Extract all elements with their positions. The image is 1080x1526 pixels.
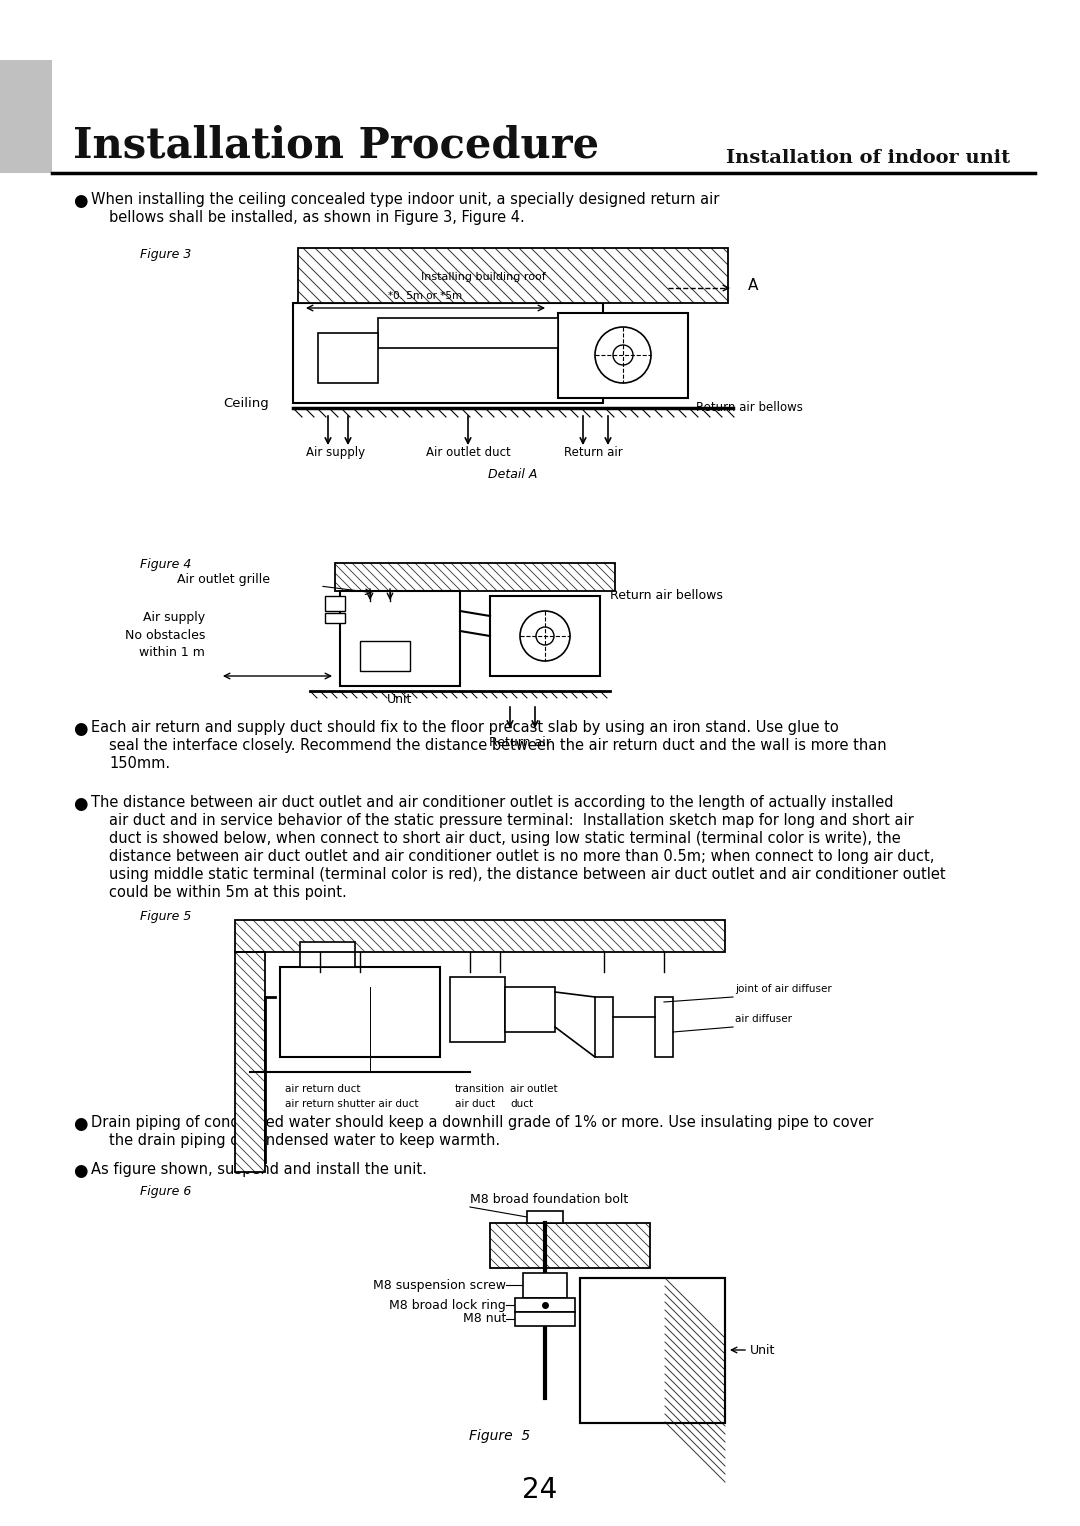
Text: transition: transition — [455, 1083, 505, 1094]
Text: duct is showed below, when connect to short air duct, using low static terminal : duct is showed below, when connect to sh… — [109, 832, 901, 845]
Bar — [335, 563, 615, 591]
Text: air outlet: air outlet — [510, 1083, 557, 1094]
Bar — [360, 641, 410, 671]
Text: duct: duct — [510, 1099, 534, 1109]
Text: Return air bellows: Return air bellows — [610, 589, 723, 601]
Text: drain piping: drain piping — [372, 1006, 438, 1015]
Text: sling dog: sling dog — [372, 989, 422, 1000]
Bar — [298, 249, 728, 304]
Text: ●: ● — [73, 1161, 87, 1180]
Text: Air outlet duct: Air outlet duct — [426, 446, 511, 459]
Bar — [490, 1222, 650, 1268]
Text: Detail A: Detail A — [488, 468, 538, 481]
Text: The distance between air duct outlet and air conditioner outlet is according to : The distance between air duct outlet and… — [91, 795, 893, 810]
Circle shape — [613, 345, 633, 365]
Text: Return air: Return air — [564, 446, 622, 459]
Text: Drain piping of condensed water should keep a downhill grade of 1% or more. Use : Drain piping of condensed water should k… — [91, 1116, 874, 1129]
Text: air duct: air duct — [455, 1099, 495, 1109]
Text: Unit: Unit — [386, 394, 410, 406]
Bar — [527, 1212, 563, 1222]
Text: Figure 3: Figure 3 — [140, 249, 191, 261]
Circle shape — [519, 610, 570, 661]
Text: joint of air diffuser: joint of air diffuser — [735, 984, 832, 993]
Text: Installation Procedure: Installation Procedure — [73, 125, 599, 166]
Text: Return air bellows: Return air bellows — [696, 401, 802, 414]
Circle shape — [595, 327, 651, 383]
Text: within 1 m: within 1 m — [139, 645, 205, 659]
Text: A: A — [748, 278, 758, 293]
Circle shape — [536, 627, 554, 645]
Text: bellows shall be installed, as shown in Figure 3, Figure 4.: bellows shall be installed, as shown in … — [109, 211, 525, 224]
Bar — [558, 313, 688, 398]
Text: Installing building roof: Installing building roof — [420, 272, 545, 282]
Bar — [0, 60, 52, 172]
Text: air return duct: air return duct — [285, 1083, 361, 1094]
Bar — [523, 1273, 567, 1299]
Text: Unit: Unit — [388, 693, 413, 707]
Text: *0. 5m or *5m: *0. 5m or *5m — [388, 291, 462, 301]
Bar — [235, 920, 725, 952]
Text: Each air return and supply duct should fix to the floor precast slab by using an: Each air return and supply duct should f… — [91, 720, 839, 736]
Bar — [654, 996, 673, 1058]
Bar — [300, 942, 355, 967]
Text: Installation of indoor unit: Installation of indoor unit — [726, 150, 1010, 166]
Bar — [293, 304, 603, 403]
Text: M8 suspension screw: M8 suspension screw — [373, 1279, 507, 1291]
Text: No obstacles: No obstacles — [124, 629, 205, 642]
Bar — [325, 613, 345, 623]
Text: 24: 24 — [523, 1476, 557, 1505]
Bar — [280, 967, 440, 1058]
Bar — [335, 563, 615, 591]
Text: the drain piping of condensed water to keep warmth.: the drain piping of condensed water to k… — [109, 1132, 500, 1148]
Bar — [378, 317, 558, 348]
Text: As figure shown, suspend and install the unit.: As figure shown, suspend and install the… — [91, 1161, 427, 1177]
Bar — [515, 1299, 575, 1312]
Text: Figure  5: Figure 5 — [470, 1428, 530, 1444]
Bar — [235, 920, 725, 952]
Bar — [505, 987, 555, 1032]
Text: Air supply: Air supply — [143, 610, 205, 624]
Text: M8 nut: M8 nut — [462, 1312, 507, 1326]
Text: ●: ● — [73, 795, 87, 813]
Bar — [235, 952, 265, 1172]
Text: Air outlet grille: Air outlet grille — [177, 572, 270, 586]
Text: ●: ● — [73, 192, 87, 211]
Text: ●: ● — [73, 1116, 87, 1132]
Bar — [580, 1277, 725, 1424]
Text: M8 broad foundation bolt: M8 broad foundation bolt — [470, 1193, 629, 1206]
Text: When installing the ceiling concealed type indoor unit, a specially designed ret: When installing the ceiling concealed ty… — [91, 192, 719, 208]
Text: could be within 5m at this point.: could be within 5m at this point. — [109, 885, 347, 900]
Bar — [580, 1277, 725, 1424]
Text: Unit: Unit — [750, 1343, 775, 1357]
Text: 150mm.: 150mm. — [109, 755, 171, 771]
Bar — [325, 597, 345, 610]
Bar — [340, 591, 460, 687]
Text: air duct and in service behavior of the static pressure terminal:  Installation : air duct and in service behavior of the … — [109, 813, 914, 829]
Bar — [318, 333, 378, 383]
Text: distance between air duct outlet and air conditioner outlet is no more than 0.5m: distance between air duct outlet and air… — [109, 848, 934, 864]
Text: air diffuser: air diffuser — [735, 1013, 792, 1024]
Text: Figure 4: Figure 4 — [140, 559, 191, 571]
Text: Return air: Return air — [489, 736, 551, 749]
Bar — [515, 1312, 575, 1326]
Text: M8 broad lock ring: M8 broad lock ring — [389, 1299, 507, 1311]
Text: using middle static terminal (terminal color is red), the distance between air d: using middle static terminal (terminal c… — [109, 867, 946, 882]
Bar — [450, 977, 505, 1042]
Text: Figure 6: Figure 6 — [140, 1186, 191, 1198]
Bar — [595, 996, 613, 1058]
Text: ●: ● — [73, 720, 87, 739]
Text: air return shutter air duct: air return shutter air duct — [285, 1099, 419, 1109]
Bar — [490, 1222, 650, 1268]
Text: Ceiling: Ceiling — [222, 397, 269, 409]
Text: seal the interface closely. Recommend the distance between the air return duct a: seal the interface closely. Recommend th… — [109, 739, 887, 752]
Bar — [490, 597, 600, 676]
Text: Air supply: Air supply — [307, 446, 365, 459]
Bar — [298, 249, 728, 304]
Bar — [235, 952, 265, 1172]
Text: Figure 5: Figure 5 — [140, 909, 191, 923]
